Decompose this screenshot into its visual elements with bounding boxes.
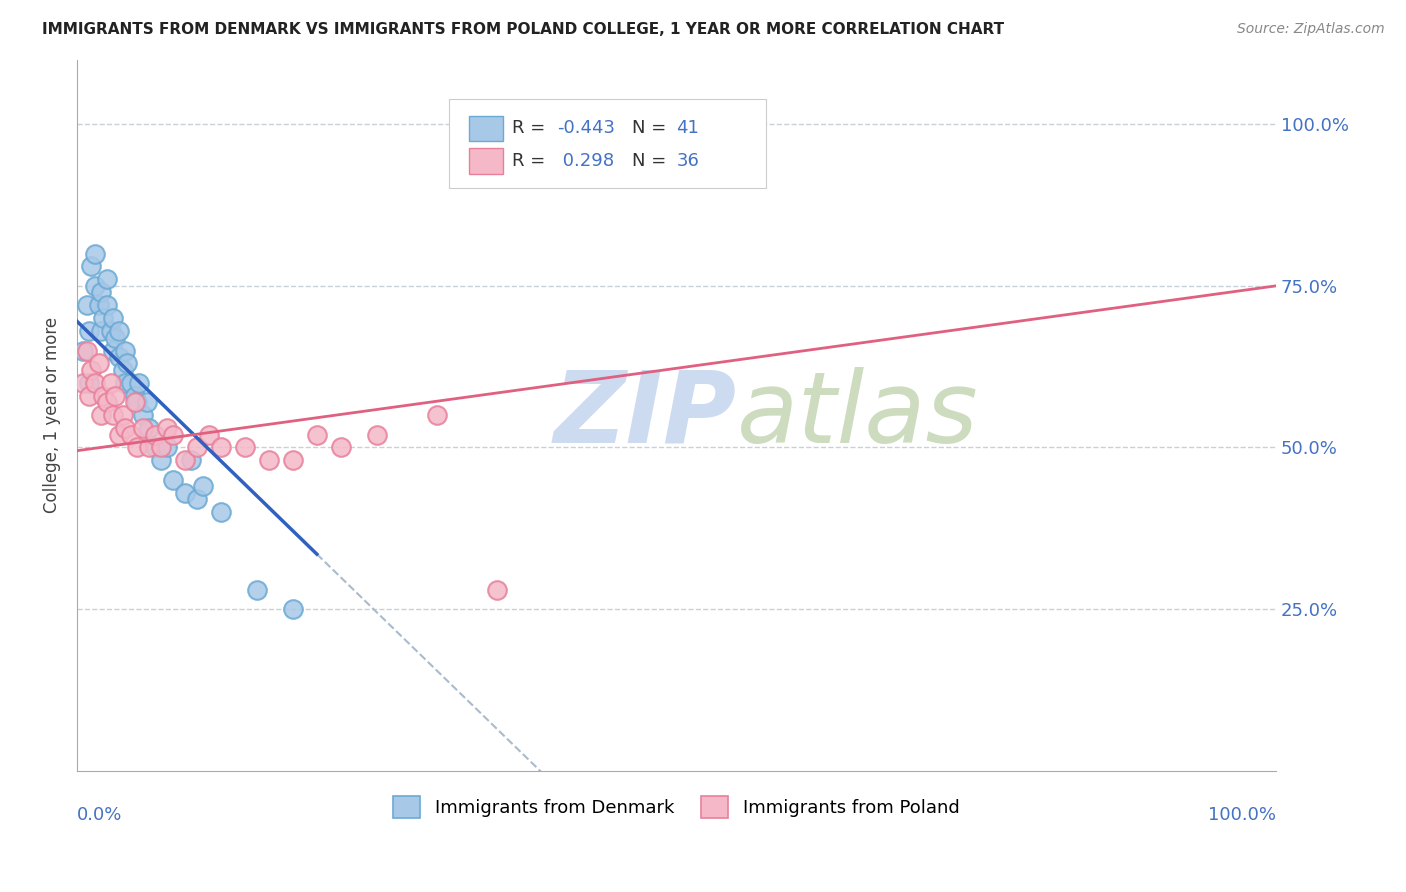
Point [114, 343, 136, 358]
Point [100, 324, 122, 338]
Point [174, 453, 197, 467]
Text: 0.298: 0.298 [557, 153, 614, 170]
Point [209, 441, 232, 455]
Text: 0.0%: 0.0% [77, 806, 122, 824]
Point [84, 376, 107, 390]
Point [101, 343, 124, 358]
FancyBboxPatch shape [470, 148, 503, 174]
Point [186, 492, 208, 507]
Point [186, 441, 208, 455]
Point [257, 453, 280, 467]
Point [120, 427, 142, 442]
Point [114, 376, 136, 390]
Point [72, 376, 94, 390]
Point [143, 441, 166, 455]
Point [132, 421, 155, 435]
Point [281, 602, 304, 616]
Point [77, 324, 100, 338]
Point [125, 441, 148, 455]
Point [93, 311, 115, 326]
Point [93, 389, 115, 403]
Point [233, 441, 256, 455]
Point [101, 408, 124, 422]
Point [156, 421, 179, 435]
Point [108, 350, 131, 364]
Point [77, 389, 100, 403]
Point [117, 356, 139, 370]
Text: IMMIGRANTS FROM DENMARK VS IMMIGRANTS FROM POLAND COLLEGE, 1 YEAR OR MORE CORREL: IMMIGRANTS FROM DENMARK VS IMMIGRANTS FR… [42, 22, 1004, 37]
Point [156, 441, 179, 455]
Point [120, 376, 142, 390]
Point [84, 246, 107, 260]
Point [128, 376, 150, 390]
Point [77, 376, 100, 390]
Text: Source: ZipAtlas.com: Source: ZipAtlas.com [1237, 22, 1385, 37]
Point [108, 427, 131, 442]
Point [96, 272, 118, 286]
Point [329, 441, 352, 455]
Y-axis label: College, 1 year or more: College, 1 year or more [44, 317, 60, 513]
Point [104, 330, 127, 344]
Text: 41: 41 [676, 120, 699, 137]
Point [72, 343, 94, 358]
Point [132, 408, 155, 422]
Point [138, 421, 160, 435]
Point [90, 408, 112, 422]
Point [84, 278, 107, 293]
Text: 36: 36 [676, 153, 699, 170]
Text: -0.443: -0.443 [557, 120, 614, 137]
Text: ZIP: ZIP [554, 367, 737, 464]
Text: R =: R = [512, 120, 551, 137]
Point [246, 582, 269, 597]
Point [80, 260, 103, 274]
Point [101, 311, 124, 326]
Text: atlas: atlas [737, 367, 979, 464]
Point [150, 453, 173, 467]
Point [191, 479, 214, 493]
Point [125, 395, 148, 409]
Point [162, 427, 184, 442]
Point [114, 421, 136, 435]
Point [90, 324, 112, 338]
FancyBboxPatch shape [449, 99, 766, 187]
Point [111, 363, 134, 377]
Point [100, 376, 122, 390]
Point [198, 427, 221, 442]
Point [87, 356, 110, 370]
Text: N =: N = [633, 153, 672, 170]
Point [135, 395, 157, 409]
FancyBboxPatch shape [470, 116, 503, 141]
Point [104, 389, 127, 403]
Point [108, 324, 131, 338]
Point [143, 427, 166, 442]
Point [366, 427, 388, 442]
Point [76, 298, 98, 312]
Point [162, 473, 184, 487]
Point [209, 505, 232, 519]
Text: N =: N = [633, 120, 672, 137]
Point [96, 395, 118, 409]
Text: 100.0%: 100.0% [1208, 806, 1277, 824]
Point [281, 453, 304, 467]
Point [305, 427, 328, 442]
Point [124, 395, 146, 409]
Point [111, 408, 134, 422]
Point [426, 408, 449, 422]
Text: R =: R = [512, 153, 551, 170]
Point [174, 485, 197, 500]
Point [138, 441, 160, 455]
Legend: Immigrants from Denmark, Immigrants from Poland: Immigrants from Denmark, Immigrants from… [387, 789, 967, 826]
Point [180, 453, 202, 467]
Point [90, 285, 112, 300]
Point [150, 441, 173, 455]
Point [80, 363, 103, 377]
Point [96, 298, 118, 312]
Point [87, 298, 110, 312]
Point [485, 582, 508, 597]
Point [124, 389, 146, 403]
Point [76, 343, 98, 358]
